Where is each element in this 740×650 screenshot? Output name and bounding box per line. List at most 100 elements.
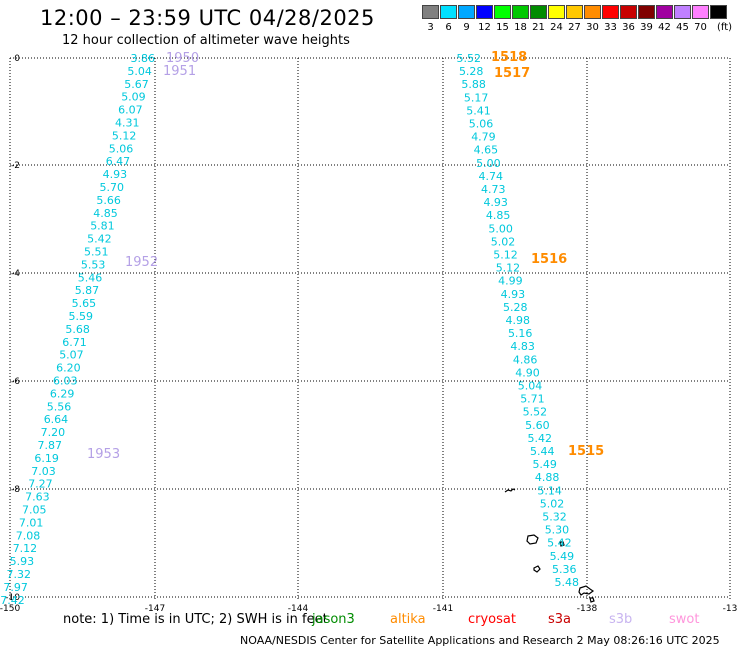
swh-value: 4.93 — [103, 168, 128, 181]
swh-value: 7.01 — [19, 516, 44, 529]
swh-value: 5.81 — [90, 220, 115, 233]
scale-label: 36 — [622, 22, 635, 33]
scale-swatch — [458, 5, 475, 19]
swh-value: 4.93 — [501, 288, 526, 301]
swh-value: 4.90 — [515, 366, 540, 379]
scale-swatch — [494, 5, 511, 19]
swh-value: 5.02 — [491, 235, 516, 248]
swh-value: 5.42 — [528, 432, 553, 445]
latitude-label: -8 — [11, 485, 20, 495]
swh-value: 4.99 — [498, 275, 523, 288]
swh-value: 5.59 — [69, 310, 94, 323]
scale-swatch — [530, 5, 547, 19]
satellite-name: s3b — [609, 612, 633, 627]
swh-value: 5.56 — [47, 400, 72, 413]
latitude-label: -2 — [11, 161, 20, 171]
scale-swatch — [548, 5, 565, 19]
swh-value: 5.07 — [59, 349, 84, 362]
swh-value: 5.00 — [488, 222, 513, 235]
latitude-label: -6 — [11, 377, 20, 387]
swh-value: 5.42 — [547, 537, 572, 550]
swh-value: 5.67 — [124, 78, 149, 91]
swh-value: 5.16 — [508, 327, 533, 340]
scale-swatch — [476, 5, 493, 19]
swh-value: 6.64 — [44, 413, 69, 426]
latitude-label: -10 — [5, 593, 20, 603]
scale-swatch — [674, 5, 691, 19]
pass-time-label: 1516 — [531, 252, 567, 267]
scale-label: 70 — [694, 22, 707, 33]
scale-swatch — [566, 5, 583, 19]
footnote: note: 1) Time is in UTC; 2) SWH is in fe… — [63, 612, 328, 627]
latitude-label: 0 — [14, 54, 20, 64]
swh-value: 5.04 — [127, 65, 152, 78]
swh-value: 5.88 — [461, 78, 486, 91]
swh-value: 5.09 — [121, 91, 146, 104]
swh-value: 6.07 — [118, 104, 143, 117]
swh-value: 5.87 — [75, 284, 100, 297]
swh-value: 6.47 — [106, 155, 131, 168]
swh-value: 5.52 — [523, 406, 548, 419]
swh-value: 5.17 — [464, 91, 489, 104]
scale-swatch — [710, 5, 727, 19]
scale-swatch — [638, 5, 655, 19]
scale-swatch — [656, 5, 673, 19]
swh-value: 5.42 — [87, 233, 112, 246]
swh-value: 5.06 — [469, 118, 494, 131]
swh-value: 5.14 — [537, 484, 562, 497]
longitude-label: -150 — [0, 604, 20, 614]
swh-value: 4.98 — [506, 314, 531, 327]
scale-label: 39 — [640, 22, 653, 33]
swh-value: 5.48 — [555, 576, 580, 589]
swh-value: 4.85 — [93, 207, 118, 220]
swh-value: 5.30 — [545, 524, 570, 537]
pass-time-label: 1515 — [568, 444, 604, 459]
scale-label: 12 — [478, 22, 491, 33]
swh-value: 4.31 — [115, 117, 140, 130]
longitude-label: -13 — [723, 604, 738, 614]
swh-value: 4.86 — [513, 353, 538, 366]
pass-time-label: 1517 — [494, 66, 530, 81]
swh-value: 5.70 — [100, 181, 125, 194]
swh-value: 5.49 — [550, 550, 575, 563]
swh-value: 5.44 — [530, 445, 555, 458]
swh-value: 4.93 — [483, 196, 508, 209]
swh-value: 5.28 — [503, 301, 528, 314]
scale-label: 15 — [496, 22, 509, 33]
swh-value: 4.85 — [486, 209, 511, 222]
swh-value: 7.42 — [0, 594, 25, 607]
longitude-label: -144 — [288, 604, 309, 614]
scale-swatch — [602, 5, 619, 19]
swh-value: 4.65 — [474, 144, 499, 157]
swh-value: 5.53 — [81, 258, 106, 271]
pass-time-label: 1952 — [125, 255, 158, 270]
swh-value: 7.87 — [38, 439, 63, 452]
island-2 — [526, 534, 539, 545]
scale-swatch — [512, 5, 529, 19]
swh-value: 6.71 — [62, 336, 87, 349]
swh-value: 7.05 — [22, 504, 47, 517]
scale-label: 21 — [532, 22, 545, 33]
swh-value: 5.36 — [552, 563, 577, 576]
scale-label: 6 — [445, 22, 452, 33]
scale-label: 30 — [586, 22, 599, 33]
footer-credit: NOAA/NESDIS Center for Satellite Applica… — [240, 634, 720, 647]
scale-label: 3 — [427, 22, 434, 33]
island-5 — [578, 585, 595, 596]
scale-swatch — [620, 5, 637, 19]
swh-value: 5.60 — [525, 419, 550, 432]
island-6 — [589, 597, 595, 603]
island-4 — [559, 541, 565, 547]
satellite-name: jason3 — [312, 612, 355, 627]
swh-value: 5.28 — [459, 65, 484, 78]
swh-value: 6.19 — [34, 452, 59, 465]
map-grid — [9, 57, 731, 600]
scale-label: 42 — [658, 22, 671, 33]
swh-value: 5.71 — [520, 393, 545, 406]
swh-value: 5.06 — [109, 142, 134, 155]
swh-value: 7.97 — [3, 581, 28, 594]
swh-value: 5.00 — [476, 157, 501, 170]
swh-value: 5.41 — [466, 104, 491, 117]
swh-value: 4.73 — [481, 183, 506, 196]
satellite-name: s3a — [548, 612, 572, 627]
